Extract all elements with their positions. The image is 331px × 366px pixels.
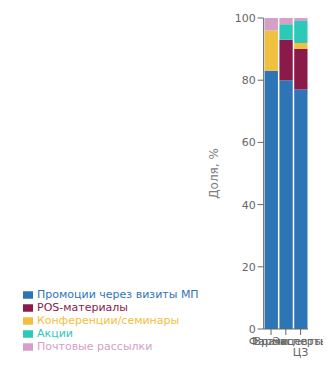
html-text:Промоции через визиты МП: Промоции через визиты МП (37, 288, 199, 301)
html-text:Конференции/семинары: Конференции/семинары (37, 314, 180, 327)
svg-text:80: 80 (242, 74, 256, 87)
html-text:Почтовые рассылки: Почтовые рассылки (37, 340, 153, 353)
svg-text:0: 0 (249, 323, 256, 336)
svg-text:40: 40 (242, 199, 256, 212)
svg-text:Доля, %: Доля, % (207, 148, 221, 199)
html-text:POS-материалы: POS-материалы (37, 301, 128, 314)
svg-text:ЭкспертыЦЗ: ЭкспертыЦЗ (272, 335, 323, 358)
svg-text:100: 100 (235, 12, 256, 25)
svg-text:60: 60 (242, 136, 256, 149)
svg-text:20: 20 (242, 261, 256, 274)
html-text:Акции: Акции (37, 327, 73, 340)
